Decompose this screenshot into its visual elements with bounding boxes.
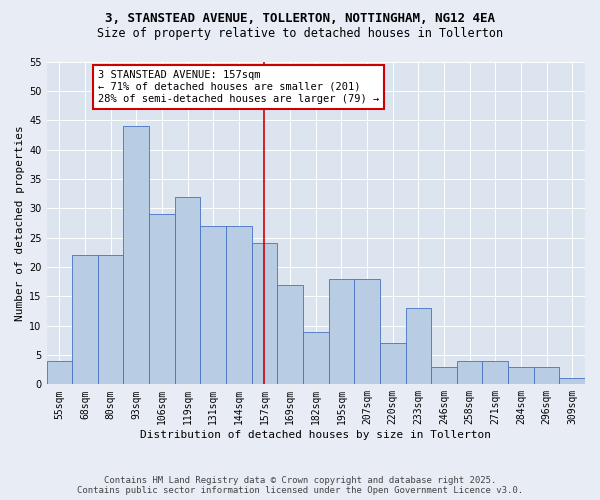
Bar [431, 366, 457, 384]
Bar [354, 278, 380, 384]
X-axis label: Distribution of detached houses by size in Tollerton: Distribution of detached houses by size … [140, 430, 491, 440]
Bar [72, 255, 98, 384]
Bar [47, 361, 72, 384]
Text: Size of property relative to detached houses in Tollerton: Size of property relative to detached ho… [97, 28, 503, 40]
Bar [251, 244, 277, 384]
Bar [149, 214, 175, 384]
Bar [559, 378, 585, 384]
Bar [124, 126, 149, 384]
Bar [380, 343, 406, 384]
Bar [508, 366, 534, 384]
Bar [98, 255, 124, 384]
Bar [534, 366, 559, 384]
Bar [406, 308, 431, 384]
Text: Contains HM Land Registry data © Crown copyright and database right 2025.
Contai: Contains HM Land Registry data © Crown c… [77, 476, 523, 495]
Bar [277, 284, 303, 384]
Bar [303, 332, 329, 384]
Text: 3, STANSTEAD AVENUE, TOLLERTON, NOTTINGHAM, NG12 4EA: 3, STANSTEAD AVENUE, TOLLERTON, NOTTINGH… [105, 12, 495, 26]
Bar [482, 361, 508, 384]
Bar [200, 226, 226, 384]
Text: 3 STANSTEAD AVENUE: 157sqm
← 71% of detached houses are smaller (201)
28% of sem: 3 STANSTEAD AVENUE: 157sqm ← 71% of deta… [98, 70, 379, 104]
Bar [457, 361, 482, 384]
Y-axis label: Number of detached properties: Number of detached properties [15, 125, 25, 321]
Bar [226, 226, 251, 384]
Bar [175, 196, 200, 384]
Bar [329, 278, 354, 384]
